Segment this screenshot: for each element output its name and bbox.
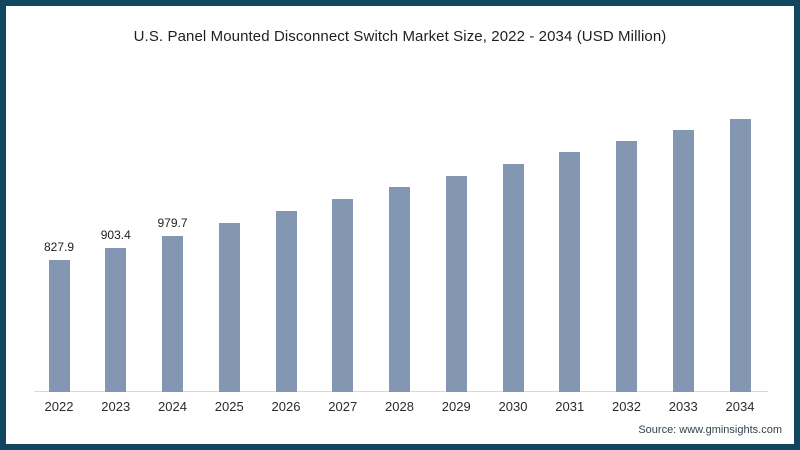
x-tick-2026: 2026 [271,399,301,414]
chart-title: U.S. Panel Mounted Disconnect Switch Mar… [133,28,667,45]
source-attribution: Source: www.gminsights.com [638,424,782,436]
plot-area: 827.9 903.4 979.7 2022 2023 2024 2025 2026 2027… [6,62,794,414]
bar-value-label-2024: 979.7 [157,216,188,230]
bar-group-2030 [485,164,541,392]
bar-group-2026 [258,211,314,392]
x-tick-2022: 2022 [44,399,74,414]
bar-2024 [162,236,183,392]
bar-2023 [105,248,127,392]
bar-group-2031 [542,152,598,392]
bar-2034 [729,119,751,392]
x-tick-2033: 2033 [668,399,698,414]
bar-2032 [616,141,637,392]
x-tick-2025: 2025 [214,399,244,414]
bar-group-2027 [315,199,371,392]
bars-row: 827.9 903.4 979.7 [6,62,794,392]
x-tick-2031: 2031 [555,399,585,414]
bar-2028 [389,187,410,392]
x-axis-ticks: 2022 2023 2024 2025 2026 2027 2028 2029 2030 2031… [6,399,794,414]
x-tick-2024: 2024 [158,399,187,414]
bar-group-2029 [428,176,484,392]
bar-2026 [275,211,297,392]
bar-group-2032 [599,141,655,392]
bar-2022 [48,260,70,392]
x-tick-2029: 2029 [441,399,471,414]
bar-2027 [332,199,354,392]
bar-group-2024: 979.7 [145,216,201,392]
bar-2031 [559,152,581,392]
bar-group-2025 [201,223,257,392]
x-tick-2028: 2028 [385,399,414,414]
bar-group-2034 [712,119,768,392]
x-tick-2034: 2034 [725,399,755,414]
x-tick-2032: 2032 [612,399,641,414]
bar-2033 [672,130,694,392]
bar-group-2033 [655,130,711,392]
bar-group-2023: 903.4 [88,228,144,392]
bar-2029 [445,176,467,392]
bar-group-2028 [372,187,428,392]
bar-2030 [502,164,524,392]
bar-2025 [218,223,240,392]
bar-value-label-2023: 903.4 [100,228,131,242]
bar-value-label-2022: 827.9 [43,240,75,254]
x-tick-2030: 2030 [498,399,528,414]
bar-group-2022: 827.9 [31,240,87,392]
x-tick-2023: 2023 [101,399,131,414]
x-tick-2027: 2027 [328,399,358,414]
